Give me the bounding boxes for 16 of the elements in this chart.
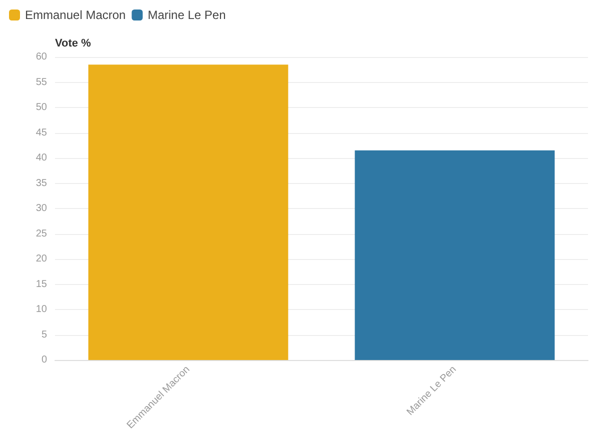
y-tick-label: 55 [36, 76, 48, 88]
legend-label: Emmanuel Macron [25, 8, 126, 22]
y-tick-label: 30 [36, 203, 48, 214]
y-tick-label: 25 [36, 228, 48, 240]
y-tick-label: 10 [36, 304, 48, 315]
y-tick-label: 45 [36, 127, 48, 138]
y-tick-label: 60 [36, 52, 48, 62]
y-tick-label: 50 [36, 102, 48, 113]
legend-label: Marine Le Pen [148, 8, 226, 22]
y-tick-label: 0 [41, 354, 48, 366]
y-tick-label: 35 [36, 178, 48, 189]
y-tick-label: 40 [36, 152, 48, 164]
y-axis-title: Vote % [55, 38, 92, 50]
y-tick-label: 20 [36, 254, 48, 264]
y-tick-label: 5 [41, 329, 48, 340]
y-tick-label: 15 [36, 278, 48, 290]
